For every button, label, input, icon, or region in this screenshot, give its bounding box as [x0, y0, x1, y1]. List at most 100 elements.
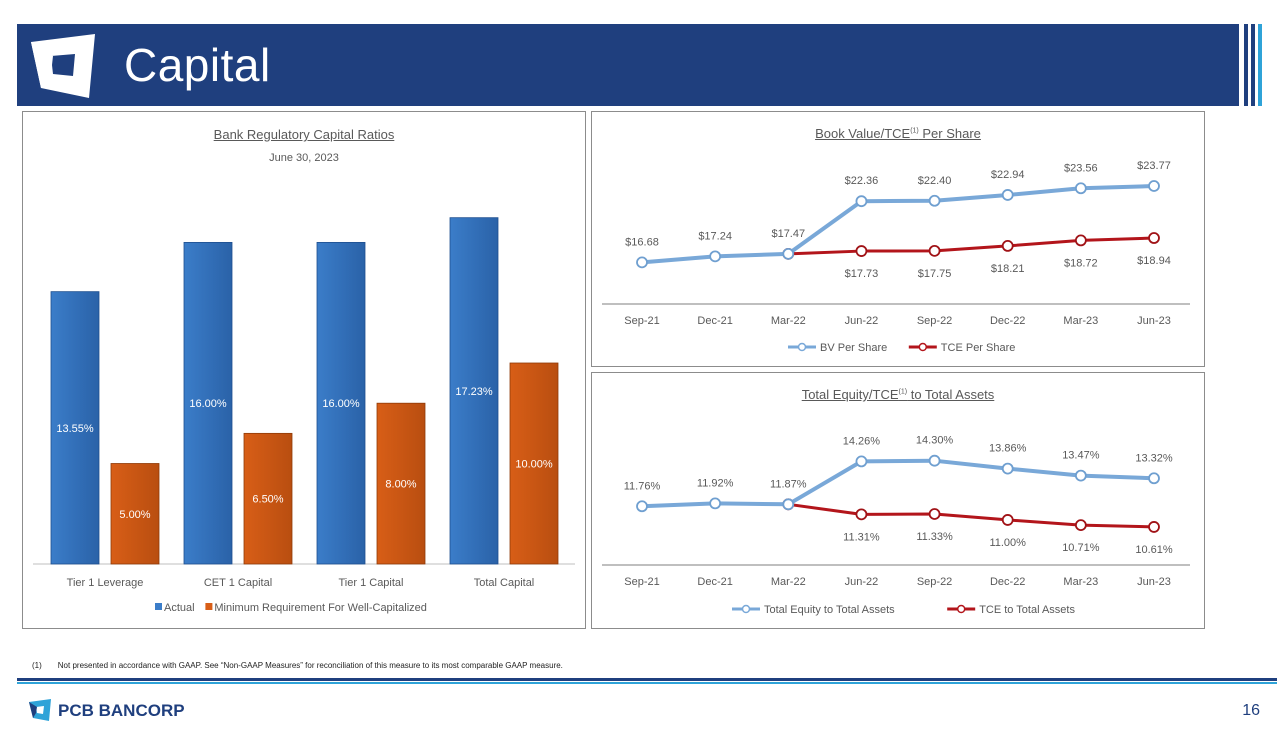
data-point: [855, 195, 868, 208]
data-point: [636, 500, 648, 513]
data-point: [928, 194, 941, 207]
header-accent-bar: [1251, 24, 1255, 106]
data-point: [1001, 189, 1014, 201]
footnote-marker: (1): [910, 127, 919, 135]
x-tick-label: Tier 1 Leverage: [67, 577, 144, 589]
title-banner: Capital: [17, 24, 1239, 106]
series-line-tce: [788, 236, 1155, 256]
data-label: $18.21: [991, 263, 1025, 275]
x-tick-label: CET 1 Capital: [204, 577, 272, 589]
page-number: 16: [1242, 702, 1260, 719]
footnote: (1) Not presented in accordance with GAAP…: [32, 661, 563, 670]
data-label: 14.26%: [843, 435, 881, 447]
x-tick-label: Mar-23: [1063, 576, 1098, 588]
legend-label: Total Equity to Total Assets: [764, 604, 895, 616]
chart-title-text: Book Value/TCE: [815, 126, 911, 141]
minimum-bar: [376, 402, 426, 565]
data-point: [1074, 469, 1087, 482]
footnote-text: Not presented in accordance with GAAP. S…: [57, 661, 563, 670]
x-tick-label: Dec-21: [697, 315, 732, 327]
x-tick-label: Total Capital: [474, 577, 535, 589]
bar-data-label: 13.55%: [56, 423, 94, 435]
chart-title-text: Total Equity/TCE: [801, 387, 899, 402]
actual-bar: [449, 217, 499, 565]
line-chart: Sep-21 Dec-21 Mar-22 Jun-22 Sep-22 Dec-22 Mar-…: [602, 160, 1190, 354]
header-accent-bar: [1244, 24, 1248, 106]
x-tick-label: Jun-23: [1137, 576, 1171, 588]
data-point: [709, 497, 722, 510]
data-point: [855, 508, 868, 521]
data-point: [782, 247, 795, 260]
footer-divider: [17, 678, 1277, 681]
bar-data-label: 10.00%: [515, 459, 553, 471]
capital-ratios-panel: Bank Regulatory Capital Ratios June 30, …: [22, 111, 586, 629]
footer-divider-accent: [17, 682, 1277, 684]
data-point: [855, 455, 868, 468]
actual-bar: [316, 241, 366, 565]
data-label: $17.73: [845, 268, 879, 280]
x-tick-label: Sep-22: [917, 576, 952, 588]
data-label: 11.87%: [770, 478, 807, 490]
data-point: [709, 250, 722, 263]
data-label: 11.00%: [989, 537, 1026, 549]
x-tick-label: Dec-22: [990, 315, 1025, 327]
data-point: [928, 454, 941, 467]
header-accent-bar: [1258, 24, 1262, 106]
data-label: 11.92%: [697, 477, 734, 489]
x-tick-label: Mar-23: [1063, 315, 1098, 327]
legend-marker: [797, 342, 807, 352]
bar-data-label: 16.00%: [189, 398, 227, 410]
data-label: $16.68: [625, 236, 659, 248]
legend-marker: [741, 604, 751, 614]
x-tick-label: Jun-22: [845, 315, 879, 327]
x-tick-label: Mar-22: [771, 315, 806, 327]
footnote-marker: (1): [898, 388, 908, 396]
data-label: 11.76%: [624, 480, 661, 492]
series-line-total: [641, 184, 1155, 265]
bar-data-label: 6.50%: [252, 494, 283, 506]
data-label: 10.61%: [1135, 544, 1173, 556]
page-title: Capital: [124, 39, 271, 91]
data-label: $22.94: [991, 169, 1025, 181]
pcb-logo-icon: [29, 699, 51, 721]
chart-title: Total Equity/TCE(1) to Total Assets: [592, 387, 1204, 402]
minimum-bar: [243, 432, 293, 565]
data-point: [1074, 234, 1087, 247]
data-point: [1148, 472, 1160, 485]
data-label: $18.94: [1137, 255, 1171, 267]
data-point: [928, 244, 941, 257]
legend-swatch: [205, 603, 213, 610]
x-tick-label: Sep-22: [917, 315, 952, 327]
data-label: $17.75: [918, 268, 952, 280]
legend-label: TCE Per Share: [941, 342, 1016, 354]
data-label: 13.32%: [1135, 452, 1173, 464]
data-point: [636, 256, 648, 269]
minimum-bar: [509, 362, 559, 565]
data-label: 13.86%: [989, 443, 1027, 455]
data-label: 10.71%: [1062, 542, 1100, 554]
data-label: $17.47: [771, 228, 805, 240]
footnote-number: (1): [32, 661, 42, 670]
pcb-logo-icon: [31, 34, 95, 98]
data-point: [1074, 519, 1087, 532]
bar-data-label: 5.00%: [119, 509, 150, 521]
data-label: 11.33%: [916, 531, 953, 543]
line-chart: Sep-21 Dec-21 Mar-22 Jun-22 Sep-22 Dec-22 Mar-…: [602, 435, 1190, 616]
data-point: [1148, 521, 1160, 533]
chart-title-suffix: Per Share: [918, 126, 981, 141]
series-line-total: [641, 458, 1155, 509]
legend-swatch: [155, 603, 162, 610]
data-point: [1001, 462, 1014, 475]
bar-data-label: 16.00%: [322, 398, 360, 410]
minimum-bar: [110, 463, 160, 565]
bar-data-label: 8.00%: [385, 479, 416, 491]
data-point: [1001, 239, 1014, 252]
bar-chart: 13.55% 5.00% Tier 1 Leverage 16.00% 6.50% CET…: [33, 217, 575, 614]
x-tick-label: Mar-22: [771, 576, 806, 588]
book-value-panel: Book Value/TCE(1) Per Share Sep-21 Dec-21…: [591, 111, 1205, 367]
x-tick-label: Sep-21: [624, 315, 659, 327]
data-point: [782, 498, 795, 511]
x-tick-label: Dec-21: [697, 576, 732, 588]
chart-title: Book Value/TCE(1) Per Share: [592, 126, 1204, 141]
chart-title-suffix: to Total Assets: [907, 387, 995, 402]
